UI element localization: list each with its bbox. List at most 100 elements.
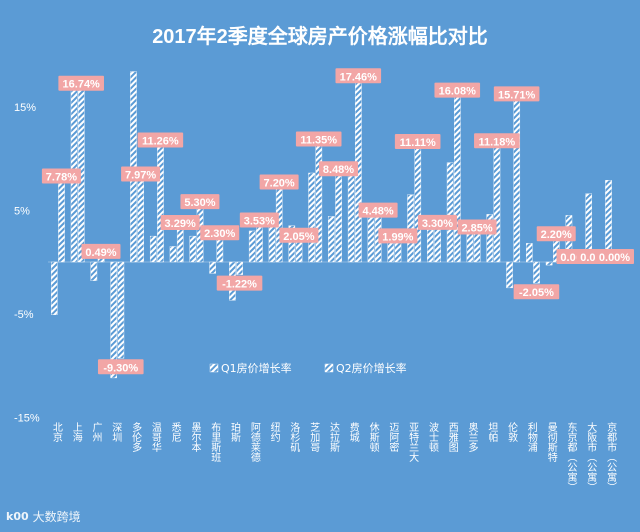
- bar-q2: [58, 181, 65, 263]
- bar-q2: [394, 241, 402, 263]
- data-label-box: [216, 275, 263, 291]
- bar-q2: [137, 179, 144, 263]
- data-label-box: [434, 82, 481, 98]
- x-category-label: 利物浦: [525, 422, 537, 453]
- chart-title: 2017年2季度全球房产价格涨幅比对比: [152, 26, 488, 48]
- bar-q1: [50, 261, 58, 315]
- x-category-label: 奥兰多: [466, 421, 478, 453]
- data-label-box: [200, 225, 240, 241]
- data-label-box: [58, 75, 104, 91]
- bar-q1: [248, 230, 256, 263]
- bar-q1: [110, 261, 117, 379]
- y-tick-label: -5%: [14, 309, 34, 321]
- data-label-box: [335, 68, 382, 84]
- data-label: 2.85%: [461, 223, 492, 235]
- legend-label: Q2房价增长率: [336, 361, 407, 375]
- data-label-box: [457, 219, 497, 235]
- x-category-label: 伦敦: [506, 421, 518, 443]
- data-label-box: [536, 226, 576, 242]
- data-label-box: [279, 227, 319, 243]
- x-category-label: 大阪市（公寓）: [585, 421, 597, 492]
- data-label: 15.71%: [498, 89, 536, 101]
- bar-q2: [256, 225, 263, 263]
- data-label: 2.20%: [541, 229, 572, 241]
- x-category-label: 费城: [347, 421, 359, 443]
- watermark-text: 大数跨境: [32, 510, 81, 524]
- bar-q1: [466, 233, 474, 263]
- bar-q2: [473, 232, 481, 263]
- x-category-label: 京都市（公寓）: [605, 421, 617, 492]
- data-label: 7.97%: [125, 170, 156, 182]
- data-label-box: [97, 359, 144, 375]
- bar-q2: [513, 99, 521, 263]
- bar-q1: [189, 235, 197, 263]
- data-label-box: [358, 202, 398, 218]
- x-category-label: 休斯顿: [367, 422, 379, 453]
- bar-q1: [308, 172, 315, 263]
- x-category-label: 深圳: [110, 422, 122, 442]
- y-tick-label: 5%: [14, 205, 30, 217]
- data-label-box: [160, 214, 200, 230]
- x-category-label: 曼彻斯特: [545, 422, 557, 462]
- bar-q2: [533, 261, 540, 284]
- data-label-box: [417, 214, 457, 230]
- bar-q1: [209, 261, 216, 274]
- bar-q1: [545, 261, 553, 266]
- data-label: 1.99%: [382, 231, 413, 243]
- x-category-label: 西雅图: [446, 422, 458, 453]
- data-label: 4.48%: [362, 206, 393, 218]
- x-category-label: 墨尔本: [189, 422, 201, 453]
- data-label-box: [394, 134, 441, 150]
- data-label: 11.11%: [400, 137, 436, 149]
- x-category-label: 波士顿: [426, 421, 438, 453]
- watermark: k00 大数跨境: [6, 508, 81, 525]
- bar-q2: [454, 95, 461, 263]
- x-category-label: 悉尼: [169, 422, 181, 443]
- bar-q2: [216, 237, 224, 263]
- bar-q1: [486, 214, 494, 263]
- bar-q1: [407, 194, 414, 263]
- x-category-label: 洛杉矶: [288, 421, 300, 453]
- bar-q2: [493, 146, 501, 263]
- bar-q1: [427, 229, 434, 263]
- bar-q2: [335, 174, 342, 263]
- legend-swatch: [324, 363, 334, 373]
- data-label-box: [81, 243, 121, 259]
- x-category-label: 亚特兰大: [407, 422, 419, 463]
- data-label: -1.22%: [222, 279, 257, 291]
- x-category-label: 坦帕: [486, 421, 498, 443]
- x-category-label: 东京都（公寓）: [565, 421, 577, 492]
- x-category-label: 北京: [50, 422, 62, 443]
- data-label: 5.30%: [184, 197, 215, 209]
- watermark-logo: k00: [6, 510, 29, 523]
- legend-label: Q1房价增长率: [221, 361, 292, 375]
- x-category-label: 纽约: [268, 421, 280, 443]
- x-category-label: 广州: [90, 422, 102, 442]
- bar-q2: [295, 240, 303, 263]
- bar-q1: [90, 261, 98, 281]
- data-label: -9.30%: [103, 362, 138, 374]
- data-label-box: [474, 133, 520, 149]
- bar-q1: [328, 216, 335, 263]
- data-label-box: [121, 166, 161, 182]
- data-label: 3.30%: [422, 218, 453, 230]
- data-label-box: [259, 174, 299, 190]
- data-label: -2.05%: [519, 287, 554, 299]
- data-label-box: [239, 212, 279, 228]
- x-category-label: 布里斯班: [209, 422, 221, 463]
- data-label-box: [295, 131, 342, 147]
- data-label: 11.35%: [300, 135, 337, 147]
- data-label-box: [493, 86, 540, 102]
- data-label-box: [378, 228, 418, 244]
- data-label: 3.29%: [165, 218, 196, 230]
- data-label-box: [41, 168, 81, 184]
- data-label-box: [319, 161, 358, 177]
- legend-swatch: [209, 363, 219, 373]
- bar-q1: [169, 246, 177, 263]
- x-category-label: 多伦多: [130, 421, 142, 453]
- data-label-box: [595, 249, 634, 264]
- bar-q1: [526, 243, 533, 263]
- x-category-label: 迈阿密: [387, 422, 399, 453]
- x-category-label: 上海: [70, 422, 82, 443]
